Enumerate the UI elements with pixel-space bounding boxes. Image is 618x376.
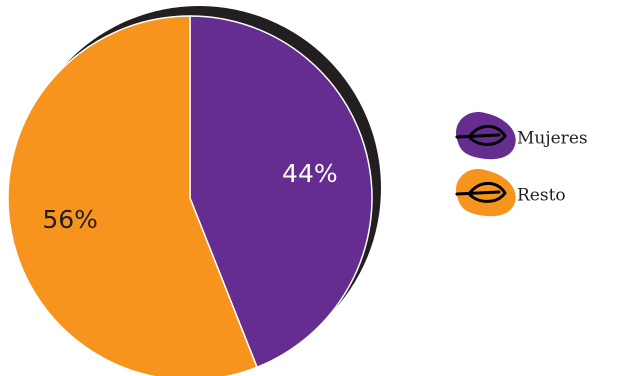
pie-slice-mujeres [189,15,373,369]
legend-item-mujeres: Mujeres [455,112,588,160]
pie-group: 44% 56% [7,6,381,376]
slice-label-mujeres: 44% [282,159,338,188]
legend-label-resto: Resto [517,186,566,206]
leaf-icon [455,169,516,217]
legend: Mujeres Resto [455,112,588,217]
pie-slice-resto [7,15,258,376]
leaf-icon [455,112,516,160]
legend-item-resto: Resto [455,169,566,217]
slice-label-resto: 56% [42,205,98,234]
legend-label-mujeres: Mujeres [517,129,588,149]
